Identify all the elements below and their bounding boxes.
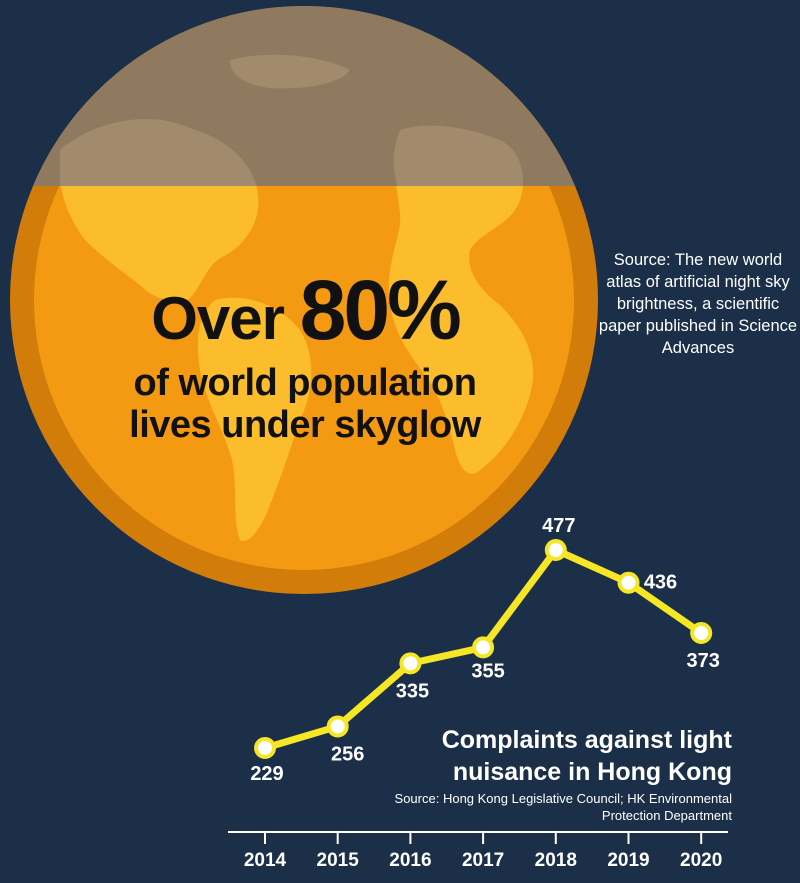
source-atlas: Source: The new world atlas of artificia…: [598, 251, 798, 357]
x-axis-labels: 2014 2015 2016 2017 2018 2019 2020: [244, 850, 722, 871]
continent-south-america: [197, 297, 312, 541]
data-label-2017: 355: [471, 660, 504, 682]
data-label-2016: 335: [396, 680, 429, 702]
globe-shadow-cap: [33, 6, 575, 186]
data-point-2017: [472, 636, 495, 659]
chart-source: Source: Hong Kong Legislative Council; H…: [394, 791, 732, 823]
x-label-2019: 2019: [607, 850, 649, 871]
headline: Over 80% of world population lives under…: [40, 268, 570, 444]
headline-line2: of world population: [133, 362, 477, 404]
headline-over: Over: [151, 285, 285, 352]
x-label-2016: 2016: [389, 850, 431, 871]
x-label-2014: 2014: [244, 850, 287, 871]
chart-title: Complaints against light nuisance in Hon…: [441, 726, 732, 786]
data-point-2015: [326, 715, 349, 738]
data-label-2015: 256: [331, 743, 364, 765]
data-point-2020: [690, 622, 713, 645]
complaints-line-chart: 2014 2015 2016 2017 2018 2019 2020 229 256 335 35…: [228, 515, 728, 871]
data-point-2019: [617, 571, 640, 594]
headline-line3: lives under skyglow: [129, 404, 481, 446]
headline-line1: Over 80%: [40, 268, 570, 352]
continent-europe-africa: [388, 125, 534, 474]
data-labels: 229 256 335 355 477 436 373: [250, 515, 720, 785]
data-point-2014: [254, 737, 276, 759]
x-label-2020: 2020: [680, 850, 722, 871]
headline-percent: 80%: [299, 263, 462, 357]
x-label-2015: 2015: [317, 850, 360, 871]
data-points: [254, 539, 713, 759]
globe-illustration: [10, 6, 598, 594]
x-label-2017: 2017: [462, 850, 504, 871]
x-label-2018: 2018: [535, 850, 577, 871]
data-label-2019: 436: [644, 572, 677, 594]
x-axis-ticks: [264, 832, 703, 844]
data-label-2018: 477: [542, 515, 575, 537]
data-label-2014: 229: [250, 763, 283, 785]
data-point-2018: [544, 539, 567, 561]
data-label-2020: 373: [687, 650, 720, 672]
data-point-2016: [399, 652, 422, 675]
